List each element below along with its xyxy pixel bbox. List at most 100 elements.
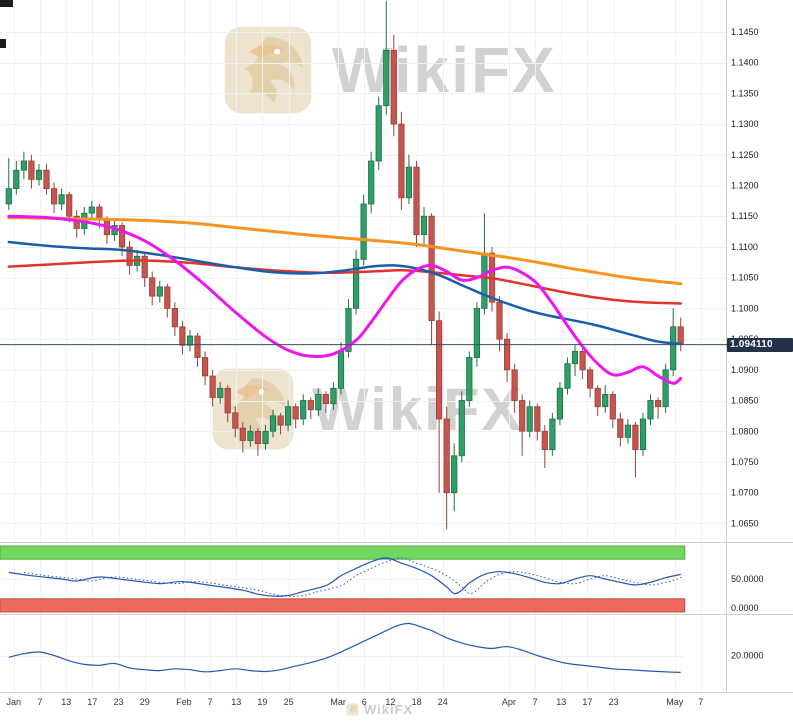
moving-averages-layer <box>7 214 683 385</box>
candle <box>201 357 209 377</box>
svg-text:19: 19 <box>257 697 267 707</box>
indicator2-line <box>8 622 681 673</box>
svg-text:1.1100: 1.1100 <box>731 242 758 252</box>
svg-text:1.0800: 1.0800 <box>731 426 759 436</box>
candle <box>51 188 58 205</box>
svg-text:0.0000: 0.0000 <box>731 603 759 613</box>
candle <box>375 105 382 162</box>
candle <box>345 307 352 352</box>
candle <box>28 160 35 180</box>
candle <box>458 400 465 457</box>
candle <box>209 375 216 398</box>
candle <box>466 357 473 401</box>
candle <box>368 160 375 205</box>
svg-text:1.1000: 1.1000 <box>731 303 759 313</box>
svg-text:May: May <box>666 697 684 707</box>
svg-text:29: 29 <box>140 697 150 707</box>
candle <box>315 393 322 411</box>
candle <box>496 301 503 340</box>
candle <box>564 363 571 389</box>
candle <box>224 387 231 414</box>
candle <box>58 194 65 205</box>
candle <box>66 194 73 217</box>
current-price-badge: 1.094110 <box>727 337 793 352</box>
candle <box>232 412 239 429</box>
svg-text:1.1200: 1.1200 <box>731 181 759 191</box>
svg-text:1.1450: 1.1450 <box>731 27 759 37</box>
candle <box>587 369 594 389</box>
candle <box>534 406 541 432</box>
candle <box>639 418 647 451</box>
svg-text:1.0850: 1.0850 <box>731 396 759 406</box>
svg-text:1.1150: 1.1150 <box>731 211 758 221</box>
candle <box>383 50 390 107</box>
candle <box>239 427 246 441</box>
svg-text:17: 17 <box>582 697 592 707</box>
candle <box>337 350 345 389</box>
svg-text:1.1050: 1.1050 <box>731 273 759 283</box>
candle <box>677 326 684 345</box>
candle <box>451 455 458 494</box>
candle <box>164 286 171 309</box>
indicator-lines-layer <box>8 557 683 673</box>
candle <box>481 252 488 309</box>
svg-text:7: 7 <box>208 697 213 707</box>
candle <box>284 406 292 426</box>
candle <box>118 225 126 248</box>
candle <box>186 335 194 346</box>
candle <box>156 286 163 297</box>
svg-text:1.1300: 1.1300 <box>731 119 759 129</box>
candle <box>420 215 428 235</box>
svg-text:Mar: Mar <box>330 697 346 707</box>
candle <box>632 424 639 451</box>
candle <box>526 406 533 432</box>
svg-text:6: 6 <box>362 697 367 707</box>
candle <box>322 393 330 404</box>
candle <box>594 387 601 408</box>
candle <box>503 338 511 371</box>
svg-text:23: 23 <box>609 697 619 707</box>
candle <box>307 400 314 411</box>
candle <box>96 206 103 220</box>
candle <box>655 400 662 407</box>
candle <box>43 169 50 189</box>
candle <box>330 387 337 405</box>
candle <box>352 258 360 309</box>
svg-text:1.0650: 1.0650 <box>731 518 759 528</box>
svg-text:1.1400: 1.1400 <box>731 58 759 68</box>
svg-text:1.0750: 1.0750 <box>731 457 759 467</box>
candles-layer <box>5 1 684 530</box>
candle <box>413 166 420 236</box>
candle <box>428 215 435 321</box>
candle <box>126 246 133 266</box>
svg-text:Jan: Jan <box>7 697 22 707</box>
watermark-bottom: WikiFX <box>346 702 413 717</box>
candle <box>398 123 405 199</box>
svg-text:25: 25 <box>284 697 294 707</box>
candle <box>277 415 284 426</box>
svg-text:7: 7 <box>698 697 703 707</box>
svg-text:12: 12 <box>385 697 395 707</box>
candle <box>579 350 586 371</box>
svg-text:20.0000: 20.0000 <box>731 651 764 661</box>
candle <box>571 350 579 365</box>
overbought-zone <box>0 545 686 560</box>
indicator1-signal-line <box>23 557 683 597</box>
svg-text:13: 13 <box>61 697 71 707</box>
svg-text:13: 13 <box>231 697 241 707</box>
candle <box>269 415 277 432</box>
svg-text:13: 13 <box>556 697 566 707</box>
ma-magenta-fast <box>7 214 683 385</box>
candle <box>254 430 261 444</box>
ma-orange-slow <box>7 216 683 286</box>
svg-text:1.0700: 1.0700 <box>731 488 759 498</box>
candle <box>390 50 397 125</box>
svg-text:17: 17 <box>87 697 97 707</box>
svg-text:Feb: Feb <box>176 697 192 707</box>
oversold-zone <box>0 598 686 613</box>
candle <box>662 369 669 408</box>
svg-text:1.1350: 1.1350 <box>731 88 759 98</box>
candle <box>617 418 624 438</box>
screen-artifact-left <box>0 39 6 48</box>
